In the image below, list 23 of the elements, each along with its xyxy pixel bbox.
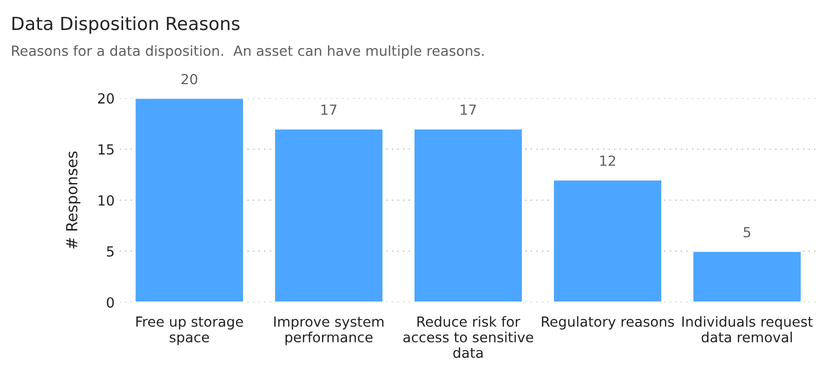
bar: [413, 128, 524, 302]
x-tick-label: Individuals request data removal: [682, 316, 813, 342]
bar: [274, 128, 384, 302]
data-label: 5: [744, 227, 750, 238]
x-tick-label: Reduce risk for access to sensitive data: [403, 316, 534, 358]
y-tick-label: 20: [98, 93, 114, 104]
y-tick-label: 5: [107, 246, 114, 257]
data-label: 20: [182, 74, 198, 84]
bar: [552, 179, 663, 302]
x-tick-label: Free up storage space: [136, 316, 243, 346]
y-axis-title: # Responses: [66, 151, 80, 249]
y-tick-label: 0: [106, 297, 114, 308]
data-label: 12: [600, 155, 616, 166]
chart-subtitle: Reasons for a data disposition. An asset can have multiple reasons.: [12, 45, 484, 59]
data-label: 17: [460, 104, 476, 115]
x-tick-label: Improve system performance: [274, 316, 384, 346]
bar: [692, 250, 802, 302]
y-tick-label: 10: [98, 195, 114, 206]
x-tick-label: Regulatory reasons: [542, 316, 674, 330]
chart-title: Data Disposition Reasons: [12, 16, 240, 34]
y-tick-label: 15: [98, 144, 114, 155]
data-label: 17: [321, 104, 336, 115]
bar: [134, 98, 244, 302]
